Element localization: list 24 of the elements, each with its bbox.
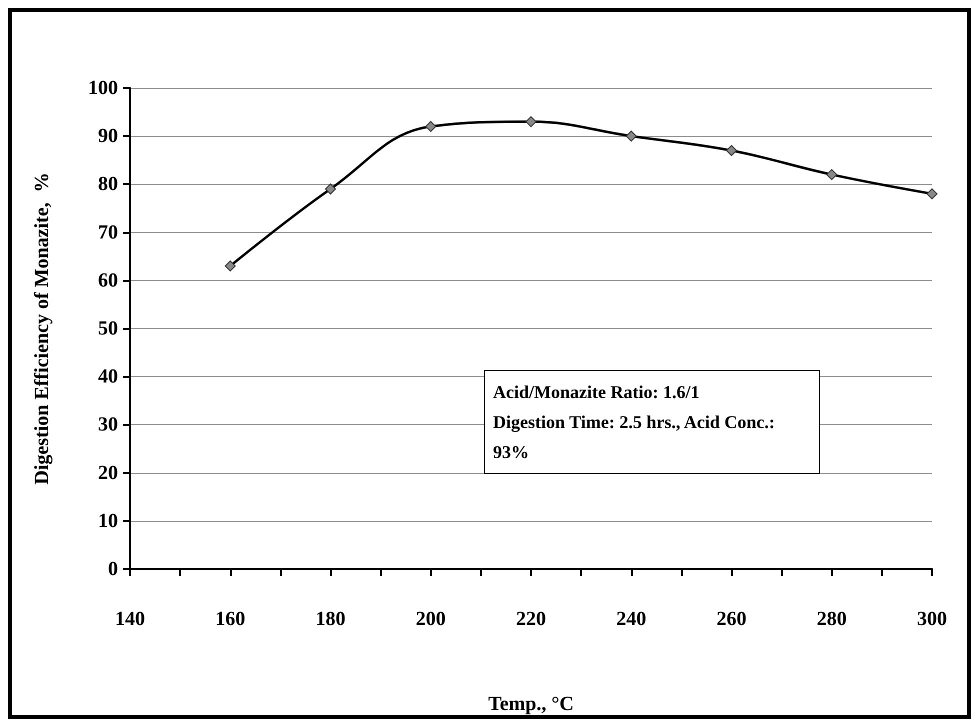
y-axis-title: Digestion Efficiency of Monazite, % <box>31 172 53 485</box>
y-tick-label: 90 <box>98 125 118 148</box>
x-tick-label: 280 <box>816 608 847 630</box>
y-tick-label: 50 <box>98 318 118 340</box>
y-tick-label: 20 <box>98 462 118 484</box>
x-tick-label: 300 <box>917 608 947 630</box>
y-tick-label: 100 <box>88 77 118 99</box>
x-tick-label: 240 <box>616 608 646 630</box>
x-tick-label: 180 <box>316 608 346 630</box>
y-tick-label: 0 <box>108 558 118 580</box>
x-axis-title: Temp., °C <box>488 693 574 715</box>
x-tick-label: 220 <box>516 608 546 630</box>
y-tick-label: 80 <box>98 173 118 196</box>
y-tick-label: 70 <box>98 221 118 244</box>
x-tick-label: 200 <box>416 608 446 630</box>
y-tick-label: 30 <box>98 414 118 436</box>
annotation: Acid/Monazite Ratio: 1.6/1 <box>493 381 700 404</box>
y-tick-label: 10 <box>98 510 118 532</box>
x-tick-label: 260 <box>716 608 746 630</box>
y-tick-label: 60 <box>98 269 118 292</box>
x-tick-label: 140 <box>115 608 145 630</box>
y-tick-label: 40 <box>98 366 118 388</box>
annotation: Digestion Time: 2.5 hrs., Acid Conc.: 93% <box>493 411 776 464</box>
x-tick-label: 160 <box>215 608 246 630</box>
